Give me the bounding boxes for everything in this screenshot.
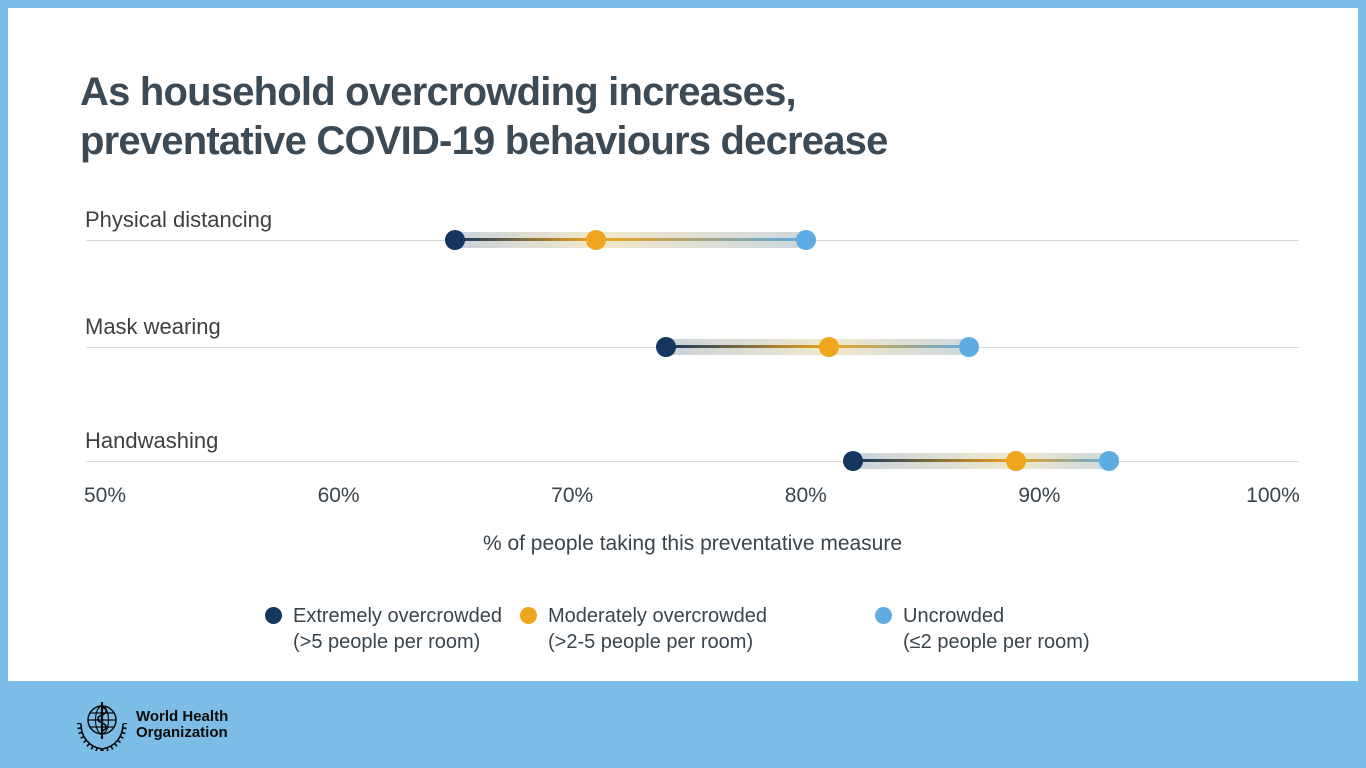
legend-item-moderately-overcrowded: Moderately overcrowded (>2-5 people per r…	[520, 603, 767, 655]
chart-card: As household overcrowding increases, pre…	[8, 8, 1358, 681]
legend-dot-uncrowded-icon	[875, 607, 892, 624]
legend-item-extremely-overcrowded: Extremely overcrowded (>5 people per room…	[265, 603, 502, 655]
chart-title-line2: preventative COVID-19 behaviours decreas…	[80, 119, 888, 163]
who-org-name: World Health Organization	[136, 707, 229, 741]
who-emblem-icon	[77, 701, 127, 751]
who-org-name-line1: World Health	[136, 707, 229, 725]
dot-uncrowded	[795, 230, 816, 250]
x-tick-70: 70%	[551, 484, 594, 507]
legend-dot-extremely-overcrowded-icon	[265, 607, 282, 624]
dot-uncrowded	[959, 337, 980, 357]
legend-label: Moderately overcrowded (>2-5 people per r…	[548, 603, 767, 655]
dumbbell-line	[852, 459, 1110, 462]
dot-extremely-overcrowded	[445, 230, 466, 250]
legend-label-name: Extremely overcrowded	[293, 605, 502, 627]
dumbbell-plot: Physical distancing Mask wearing Handwashi…	[8, 8, 1358, 681]
x-tick-50: 50%	[83, 484, 127, 507]
dot-moderately-overcrowded	[1006, 451, 1027, 471]
who-org-name-line2: Organization	[136, 723, 228, 741]
chart-title-line1: As household overcrowding increases,	[80, 70, 797, 114]
x-tick-100: 100%	[1246, 484, 1300, 507]
who-logo: World Health Organization	[76, 699, 228, 751]
dumbbell-line	[665, 345, 970, 348]
legend-label-detail: (>2-5 people per room)	[548, 631, 754, 653]
legend-label-detail: (≤2 people per room)	[903, 631, 1090, 653]
x-axis-caption: % of people taking this preventative mea…	[482, 532, 903, 555]
footer-band: World Health Organization	[0, 681, 1366, 768]
legend-label-name: Uncrowded	[903, 605, 1005, 627]
dot-extremely-overcrowded	[655, 337, 676, 357]
x-tick-80: 80%	[784, 484, 827, 507]
legend-label: Extremely overcrowded (>5 people per room…	[293, 603, 502, 655]
dot-uncrowded	[1099, 451, 1120, 471]
legend-label: Uncrowded (≤2 people per room)	[903, 603, 1090, 655]
dot-moderately-overcrowded	[819, 337, 840, 357]
x-tick-60: 60%	[317, 484, 360, 507]
legend-label-name: Moderately overcrowded	[548, 605, 767, 627]
chart-title: As household overcrowding increases, pre…	[80, 68, 888, 166]
legend-item-uncrowded: Uncrowded (≤2 people per room)	[875, 603, 1090, 655]
dumbbell-line	[455, 238, 806, 241]
grid-line	[86, 461, 1299, 462]
x-tick-90: 90%	[1018, 484, 1061, 507]
dot-extremely-overcrowded	[842, 451, 863, 471]
dot-moderately-overcrowded	[585, 230, 606, 250]
row-label: Handwashing	[85, 428, 219, 453]
row-label: Mask wearing	[85, 314, 221, 339]
legend-dot-moderately-overcrowded-icon	[520, 607, 537, 624]
legend-label-detail: (>5 people per room)	[293, 631, 481, 653]
row-label: Physical distancing	[85, 207, 273, 232]
